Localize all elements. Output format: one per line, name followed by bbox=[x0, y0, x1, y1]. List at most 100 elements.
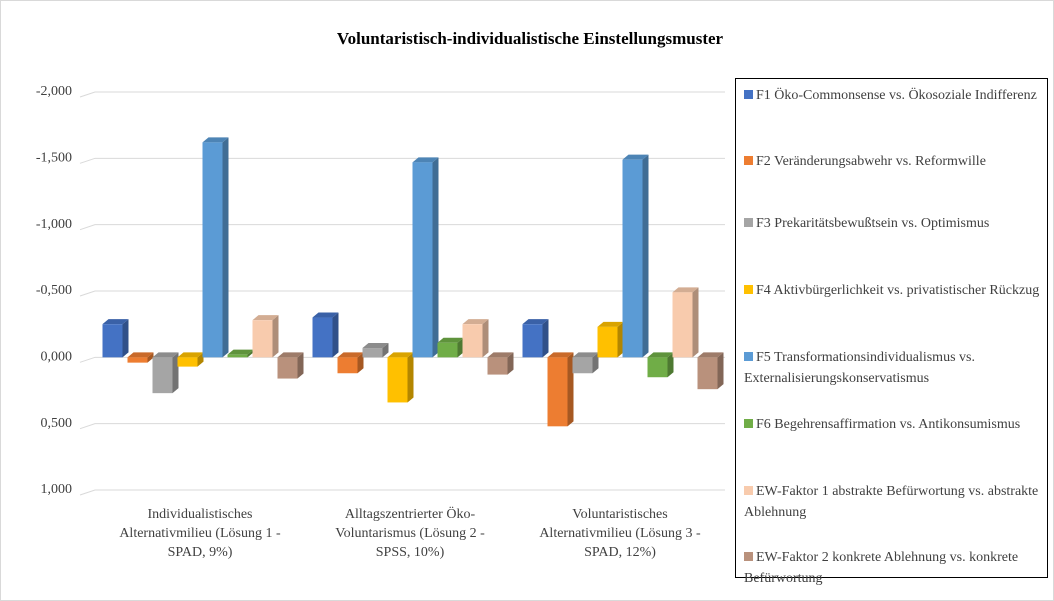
legend-item: F1 Öko-Commonsense vs. Ökosoziale Indiff… bbox=[744, 85, 1044, 106]
x-tick-label: Alltagszentrierter Öko-Voluntarismus (Lö… bbox=[335, 507, 485, 560]
bar bbox=[547, 352, 574, 427]
bar bbox=[597, 321, 624, 358]
chart-title: Voluntaristisch-individualistische Einst… bbox=[337, 29, 724, 48]
bar bbox=[177, 352, 204, 367]
bar-top bbox=[277, 352, 304, 358]
bar-side bbox=[357, 352, 364, 374]
bar-front bbox=[227, 354, 248, 358]
bar bbox=[277, 352, 304, 379]
bar-top bbox=[487, 352, 514, 358]
legend-item: F5 Transformationsindividualismus vs. Ex… bbox=[744, 347, 1044, 389]
bar bbox=[647, 352, 674, 378]
bar bbox=[127, 352, 154, 363]
bar-top bbox=[202, 137, 229, 143]
bar-front bbox=[437, 342, 458, 358]
y-tick-label: 1,000 bbox=[41, 482, 73, 497]
bar-front bbox=[522, 324, 543, 358]
bar bbox=[697, 352, 724, 390]
y-tick-label: -0,500 bbox=[36, 283, 72, 298]
bar-side bbox=[482, 319, 489, 358]
legend-label: EW-Faktor 2 konkrete Ablehnung vs. konkr… bbox=[744, 550, 1019, 586]
bar-front bbox=[672, 292, 693, 358]
bar-front bbox=[362, 348, 383, 358]
bar-top bbox=[227, 349, 254, 355]
y-tick-label: -2,000 bbox=[36, 84, 72, 99]
bar-top bbox=[252, 315, 279, 321]
grid-line bbox=[79, 423, 725, 430]
bar-front bbox=[697, 357, 718, 390]
bar-side bbox=[272, 315, 279, 358]
bar bbox=[487, 352, 514, 375]
bar-top bbox=[547, 352, 574, 358]
bar bbox=[227, 349, 254, 358]
bar-top bbox=[437, 337, 464, 343]
bar bbox=[462, 319, 489, 358]
bar-top bbox=[102, 319, 129, 325]
bar-front bbox=[622, 159, 643, 358]
bar-top bbox=[127, 352, 154, 358]
bar-side bbox=[122, 319, 129, 358]
grid-line bbox=[79, 157, 725, 164]
bar-front bbox=[177, 357, 198, 367]
bar bbox=[337, 352, 364, 374]
y-tick-label: -1,500 bbox=[36, 151, 72, 166]
legend-swatch bbox=[744, 285, 753, 294]
bar bbox=[312, 312, 339, 358]
bar-front bbox=[597, 326, 618, 358]
bar-top bbox=[647, 352, 674, 358]
grid-line bbox=[79, 489, 725, 496]
bar-front bbox=[102, 324, 123, 358]
bar bbox=[252, 315, 279, 358]
legend-swatch bbox=[744, 352, 753, 361]
bar-side bbox=[332, 312, 339, 358]
y-tick-label: 0,000 bbox=[41, 350, 73, 365]
legend-item: F2 Veränderungsabwehr vs. Reformwille bbox=[744, 151, 1044, 172]
bar-front bbox=[387, 357, 408, 403]
bar-side bbox=[692, 287, 699, 358]
bar-top bbox=[152, 352, 179, 358]
bar-top bbox=[462, 319, 489, 325]
bar bbox=[572, 352, 599, 374]
bar-front bbox=[647, 357, 668, 378]
x-tick-label: Voluntaristisches Alternativmilieu (Lösu… bbox=[539, 507, 701, 560]
legend-swatch bbox=[744, 90, 753, 99]
bar-top bbox=[387, 352, 414, 358]
bar-front bbox=[487, 357, 508, 375]
legend-label: F4 Aktivbürgerlichkeit vs. privatistisch… bbox=[756, 283, 1040, 298]
grid-line bbox=[79, 356, 725, 363]
bar bbox=[522, 319, 549, 358]
bar-side bbox=[567, 352, 574, 427]
bar-top bbox=[522, 319, 549, 325]
bar-top bbox=[177, 352, 204, 358]
bar bbox=[202, 137, 229, 358]
legend-swatch bbox=[744, 552, 753, 561]
bar-top bbox=[312, 312, 339, 318]
grid-line bbox=[79, 290, 725, 297]
legend-label: F3 Prekaritätsbewußtsein vs. Optimismus bbox=[756, 216, 990, 231]
bar-front bbox=[312, 317, 333, 358]
bar-front bbox=[572, 357, 593, 374]
bar bbox=[412, 157, 439, 358]
bar-front bbox=[547, 357, 568, 427]
bar-side bbox=[197, 352, 204, 367]
bar-side bbox=[382, 343, 389, 358]
bar-front bbox=[252, 320, 273, 358]
bar-side bbox=[617, 321, 624, 358]
x-tick-label: Individualistisches Alternativmilieu (Lö… bbox=[119, 507, 281, 560]
legend-item: F6 Begehrensaffirmation vs. Antikonsumis… bbox=[744, 414, 1044, 435]
bar-top bbox=[672, 287, 699, 293]
grid-line bbox=[79, 224, 725, 231]
legend-item: F3 Prekaritätsbewußtsein vs. Optimismus bbox=[744, 213, 1044, 234]
bar-side bbox=[147, 352, 154, 363]
bar bbox=[437, 337, 464, 358]
grid-line bbox=[79, 91, 725, 98]
bar-side bbox=[642, 154, 649, 358]
bar-side bbox=[247, 349, 254, 358]
bar-top bbox=[572, 352, 599, 358]
bar-side bbox=[592, 352, 599, 374]
bar-side bbox=[172, 352, 179, 394]
bar bbox=[622, 154, 649, 358]
